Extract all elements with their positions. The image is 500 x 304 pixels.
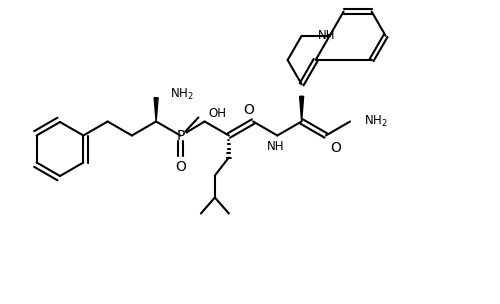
- Text: O: O: [244, 103, 254, 118]
- Text: NH: NH: [318, 29, 335, 42]
- Text: OH: OH: [208, 107, 226, 120]
- Text: NH$_2$: NH$_2$: [170, 87, 194, 102]
- Text: O: O: [330, 140, 342, 154]
- Text: O: O: [175, 160, 186, 174]
- Text: P: P: [176, 129, 184, 143]
- Text: NH$_2$: NH$_2$: [364, 114, 388, 129]
- Polygon shape: [300, 96, 304, 122]
- Polygon shape: [154, 98, 158, 122]
- Text: NH: NH: [266, 140, 284, 153]
